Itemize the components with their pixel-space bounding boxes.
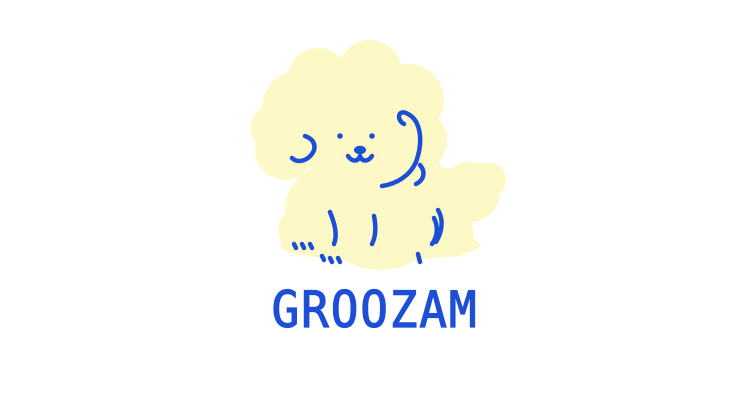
dog-line-art [289,110,444,265]
brand-wordmark: GROOZAM [271,280,479,339]
dog-face [337,133,375,155]
fur-body [250,40,506,270]
